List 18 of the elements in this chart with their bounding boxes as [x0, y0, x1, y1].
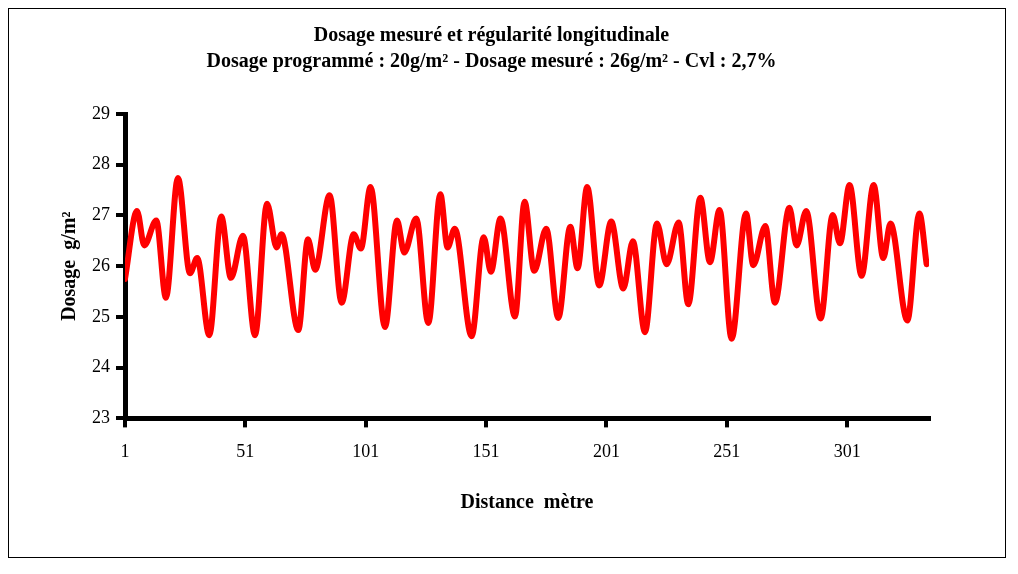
x-axis-title: Distance mètre — [460, 490, 594, 513]
y-tick-label: 25 — [92, 305, 110, 326]
x-tick-label: 301 — [833, 440, 861, 461]
y-tick-label: 28 — [92, 153, 110, 174]
x-tick-label: 151 — [472, 440, 500, 461]
y-axis-title: Dosage g/m² — [57, 211, 81, 321]
chart-title: Dosage mesuré et régularité longitudinale — [313, 23, 670, 47]
x-tick-label: 101 — [352, 440, 380, 461]
y-tick-label: 29 — [92, 102, 110, 123]
chart-subtitle: Dosage programmé : 20g/m² - Dosage mesuré : 26g/m² - Cvl : 2,7% — [206, 49, 777, 73]
y-tick-label: 24 — [92, 356, 110, 377]
y-tick-label: 26 — [92, 254, 110, 275]
y-tick-label: 23 — [92, 407, 110, 428]
x-tick-label: 251 — [713, 440, 741, 461]
x-tick-label: 1 — [120, 440, 130, 461]
y-tick-label: 27 — [92, 204, 110, 225]
x-tick-label: 201 — [592, 440, 620, 461]
x-tick-label: 51 — [236, 440, 255, 461]
